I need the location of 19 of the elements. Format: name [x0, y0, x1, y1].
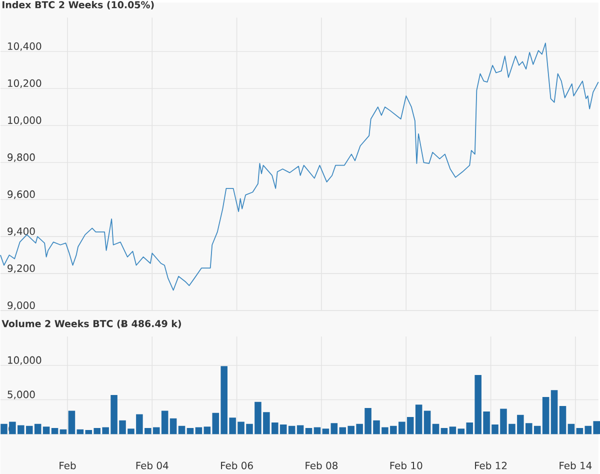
y-tick-label: 9,200 [8, 264, 35, 274]
x-tick-label: Feb 06 [221, 462, 253, 470]
y-tick-label: 10,200 [8, 79, 42, 88]
x-tick-label: Feb 08 [306, 462, 338, 470]
x-tick-label: Feb 10 [390, 462, 422, 470]
y-tick-label: 10,400 [8, 42, 42, 51]
x-tick-label: Feb 12 [475, 462, 507, 470]
chart-title: Volume 2 Weeks BTC (Ƀ 486.49 k) [2, 320, 181, 328]
y-tick-label: 9,600 [8, 190, 35, 199]
y-tick-label: 10,000 [8, 356, 42, 365]
x-tick-label: Feb 14 [560, 462, 592, 470]
x-tick-label: Feb 04 [136, 462, 168, 470]
chart-title: Index BTC 2 Weeks (10.05%) [2, 0, 154, 10]
y-tick-label: 10,000 [8, 116, 42, 125]
y-tick-label: 9,000 [8, 301, 35, 310]
y-tick-label: 9,400 [8, 227, 35, 236]
x-tick-label: Feb [60, 462, 76, 470]
y-tick-label: 5,000 [8, 390, 35, 400]
y-tick-label: 9,800 [8, 153, 35, 162]
